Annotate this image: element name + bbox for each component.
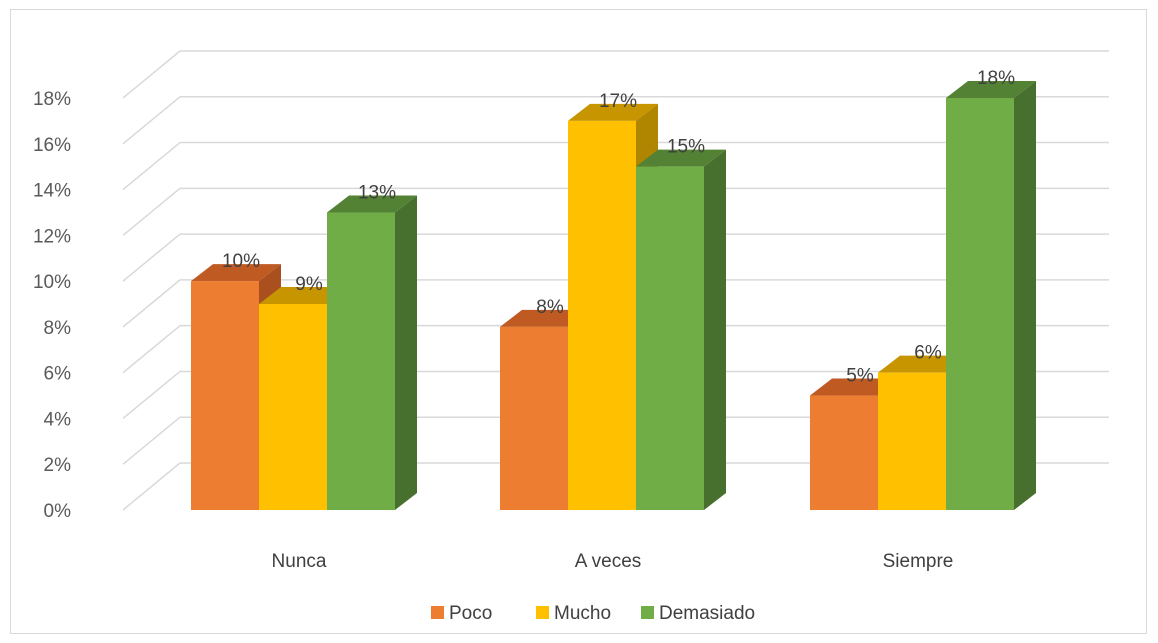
data-label: 5% [846, 366, 874, 387]
bar-front [810, 395, 878, 510]
bar-side [395, 195, 417, 510]
y-tick-label: 16% [33, 135, 71, 156]
bar-demasiado-nunca [327, 195, 417, 510]
gridline-diagonal [122, 50, 181, 99]
gridline-diagonal [122, 416, 181, 465]
data-label: 10% [222, 251, 260, 272]
bar-front [568, 120, 636, 510]
legend-label: Demasiado [659, 603, 755, 624]
legend-swatch [431, 606, 444, 619]
bar-top [191, 264, 281, 282]
bar-side [704, 149, 726, 510]
data-label: 13% [358, 182, 396, 203]
category-label: Siempre [883, 551, 954, 572]
legend-item-demasiado: Demasiado [641, 603, 755, 624]
gridline-diagonal [122, 325, 181, 374]
bar-top [327, 195, 417, 213]
legend-item-mucho: Mucho [536, 603, 611, 624]
y-tick-label: 12% [33, 226, 71, 247]
y-axis-ticks: 0% 2% 4% 6% 8% 10% 12% 14% 16% 18% [33, 89, 71, 522]
y-tick-label: 18% [33, 89, 71, 110]
gridline-diagonal [122, 233, 181, 282]
category-labels: Nunca A veces Siempre [272, 551, 954, 572]
data-labels: 10% 9% 13% 8% 17% 15% 5% 6% 18% [222, 68, 1015, 387]
category-label: Nunca [272, 551, 327, 572]
gridline-diagonal [122, 370, 181, 420]
bar-front [327, 212, 395, 510]
legend-swatch [641, 606, 654, 619]
gridline-diagonal [122, 279, 181, 328]
bar-side [1014, 81, 1036, 510]
bar-front [191, 281, 259, 510]
bar-demasiado-a-veces [636, 149, 726, 510]
legend: Poco Mucho Demasiado [431, 603, 755, 624]
category-label: A veces [575, 551, 642, 572]
legend-label: Poco [449, 603, 492, 624]
data-label: 6% [914, 343, 942, 364]
data-label: 9% [295, 274, 323, 295]
bar-front [946, 98, 1014, 510]
y-tick-label: 0% [44, 501, 72, 522]
chart-svg: 0%2%4%6%8%10%12%14%16%18% 10%9%13%8%17%1… [33, 50, 1109, 624]
bar-top [568, 103, 658, 121]
bar-front [636, 166, 704, 510]
legend-swatch [536, 606, 549, 619]
bar-top [500, 309, 590, 327]
bar-top [810, 378, 900, 396]
bar-front [878, 372, 946, 510]
y-tick-label: 4% [44, 409, 72, 430]
data-label: 8% [536, 297, 564, 318]
bars [191, 81, 1036, 510]
gridline-diagonal [122, 141, 181, 191]
gridline-diagonal [122, 462, 181, 511]
data-label: 15% [667, 137, 705, 158]
y-tick-label: 6% [44, 364, 72, 385]
y-tick-label: 8% [44, 318, 72, 339]
gridline-diagonal [122, 187, 181, 236]
gridline-diagonal [122, 96, 181, 145]
chart-frame: 0% 2% 4% 6% 8% 10% 12% 14% 16% 18% 10% 9% 13% 8% 17% 1… [10, 9, 1147, 634]
legend-label: Mucho [554, 603, 611, 624]
bar-demasiado-siempre [946, 81, 1036, 510]
bar-top [946, 81, 1036, 98]
bar-front [500, 326, 568, 510]
y-tick-label: 2% [44, 455, 72, 476]
bar-top [636, 149, 726, 167]
y-tick-label: 10% [33, 272, 71, 293]
bar-top [259, 287, 349, 304]
data-label: 18% [977, 68, 1015, 89]
bar-top [878, 355, 968, 373]
y-tick-label: 14% [33, 181, 71, 202]
bar-front [259, 304, 327, 510]
data-label: 17% [599, 91, 637, 112]
legend-item-poco: Poco [431, 603, 492, 624]
